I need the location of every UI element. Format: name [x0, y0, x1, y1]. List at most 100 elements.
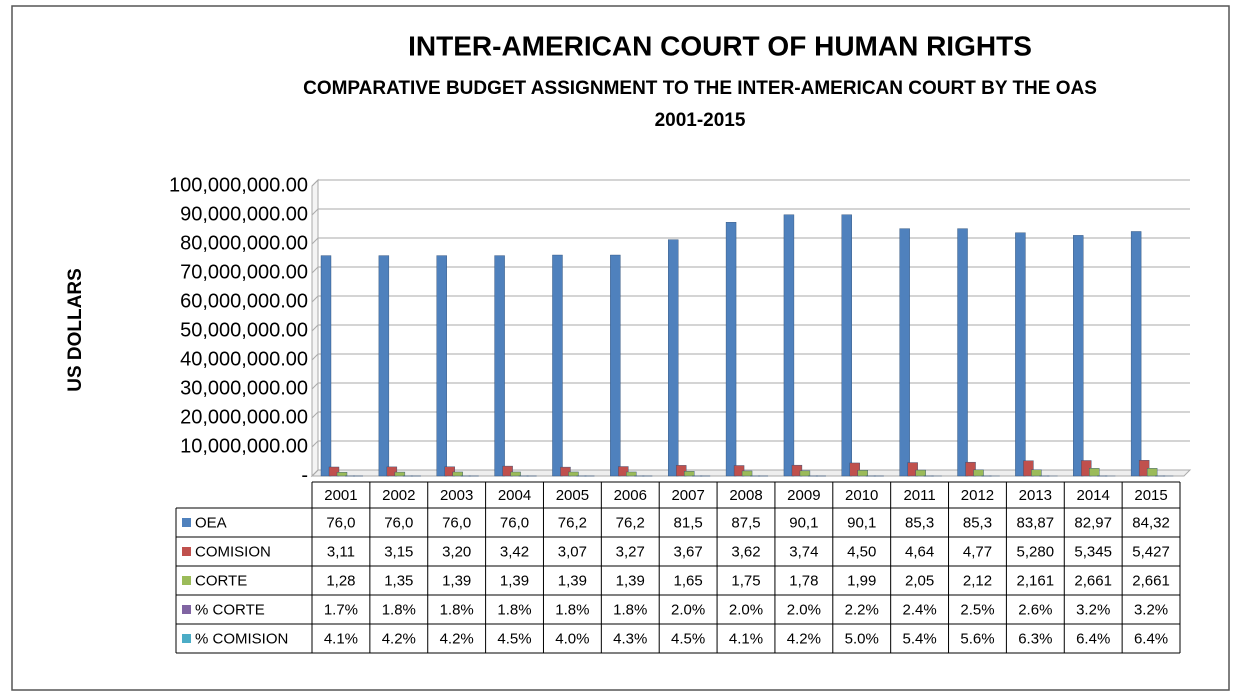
x-tick-label: 2002: [382, 487, 415, 504]
bar: [965, 461, 976, 477]
legend-label: COMISION: [195, 543, 271, 560]
bar: [907, 462, 918, 477]
data-label: 90,1: [847, 514, 876, 531]
data-label: 1,28: [326, 572, 355, 589]
data-label: 76,0: [326, 514, 355, 531]
legend-swatch: [182, 547, 191, 556]
x-tick-label: 2010: [845, 487, 878, 504]
bar: [552, 254, 563, 477]
data-label: 4.3%: [613, 630, 647, 647]
data-label: 2,661: [1074, 572, 1112, 589]
bar: [841, 214, 852, 477]
bar: [444, 466, 455, 477]
data-label: 3,42: [500, 543, 529, 560]
data-label: 3,07: [558, 543, 587, 560]
y-tick-label: 20,000,000.00: [180, 406, 308, 428]
bar: [452, 471, 463, 477]
legend-swatch: [182, 518, 191, 527]
data-label: 3,74: [789, 543, 818, 560]
x-tick-label: 2008: [729, 487, 762, 504]
bar: [436, 255, 447, 477]
chart-period: 2001-2015: [655, 110, 746, 131]
bar: [610, 254, 621, 477]
data-label: 2,661: [1132, 572, 1170, 589]
y-tick-label: 30,000,000.00: [180, 377, 308, 399]
data-label: 1,39: [442, 572, 471, 589]
data-label: 1.8%: [555, 601, 589, 618]
data-label: 85,3: [905, 514, 934, 531]
bar: [320, 255, 332, 477]
data-label: 4,50: [847, 543, 876, 560]
x-tick-label: 2014: [1077, 487, 1110, 504]
bar: [568, 471, 579, 477]
x-tick-label: 2012: [961, 487, 994, 504]
data-label: 5.6%: [960, 630, 994, 647]
data-label: 4,77: [963, 543, 992, 560]
data-label: 1.8%: [497, 601, 531, 618]
data-label: 5,345: [1074, 543, 1112, 560]
grid-line: [311, 266, 1190, 274]
data-label: 90,1: [789, 514, 818, 531]
bar: [1015, 232, 1026, 477]
data-label: 87,5: [731, 514, 760, 531]
data-label: 5,427: [1132, 543, 1170, 560]
bar: [915, 469, 926, 477]
bar: [1023, 460, 1034, 477]
data-label: 2.5%: [960, 601, 994, 618]
bar: [783, 214, 795, 477]
y-tick-label: -: [301, 464, 308, 486]
data-label: 3,27: [616, 543, 645, 560]
data-label: 1,39: [558, 572, 587, 589]
bar: [849, 462, 860, 477]
bar: [618, 466, 629, 477]
data-label: 2,05: [905, 572, 934, 589]
bar: [328, 466, 340, 477]
data-label: 4.0%: [555, 630, 589, 647]
bar: [791, 464, 803, 477]
data-label: 4.1%: [729, 630, 763, 647]
x-tick-label: 2013: [1019, 487, 1052, 504]
data-label: 4.5%: [497, 630, 531, 647]
frame: [11, 5, 1230, 691]
data-label: 84,32: [1132, 514, 1170, 531]
y-tick-label: 100,000,000.00: [169, 174, 308, 196]
x-tick-label: 2006: [614, 487, 647, 504]
grid-line: [311, 411, 1190, 419]
x-tick-label: 2004: [498, 487, 531, 504]
data-label: 6.3%: [1018, 630, 1052, 647]
grid-line: [311, 469, 1190, 477]
grid-line: [311, 353, 1190, 361]
data-label: 3,11: [327, 543, 355, 560]
data-label: 4,64: [905, 543, 934, 560]
data-label: 2,161: [1017, 572, 1055, 589]
bar: [1031, 469, 1042, 477]
data-label: 76,0: [442, 514, 471, 531]
data-label: 76,0: [384, 514, 413, 531]
data-label: 3.2%: [1134, 601, 1168, 618]
data-label: 76,0: [500, 514, 529, 531]
y-tick-label: 50,000,000.00: [180, 319, 308, 341]
x-tick-label: 2003: [440, 487, 473, 504]
bar: [336, 472, 348, 477]
data-label: 1,39: [616, 572, 645, 589]
data-label: 2.0%: [729, 601, 763, 618]
bar: [899, 228, 910, 477]
data-label: 2,12: [963, 572, 992, 589]
bar: [626, 471, 637, 477]
x-tick-label: 2011: [903, 487, 935, 504]
data-label: 4.1%: [324, 630, 358, 647]
data-label: 85,3: [963, 514, 992, 531]
legend-swatch: [182, 605, 191, 614]
bar: [394, 471, 406, 477]
grid-line: [311, 208, 1190, 216]
data-label: 3,20: [442, 543, 471, 560]
data-label: 1,39: [500, 572, 529, 589]
bar: [684, 471, 695, 477]
y-tick-label: 10,000,000.00: [180, 435, 308, 457]
bar: [973, 469, 984, 477]
data-label: 1,99: [847, 572, 876, 589]
data-label: 4.2%: [382, 630, 416, 647]
data-label: 4.5%: [671, 630, 705, 647]
grid-line: [311, 179, 1190, 187]
bar: [857, 470, 868, 477]
